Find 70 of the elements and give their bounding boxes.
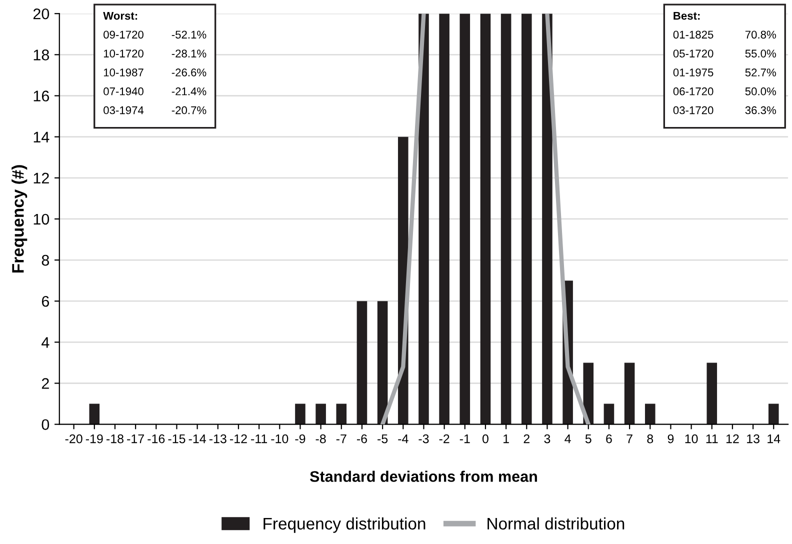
bar <box>336 404 347 424</box>
x-tick-label: -14 <box>188 434 206 444</box>
x-tick-label: 4 <box>564 434 571 444</box>
y-tick-label: 6 <box>42 296 50 307</box>
bar <box>706 362 718 424</box>
bar <box>460 14 470 424</box>
x-tick-label: -3 <box>418 434 429 444</box>
bar <box>295 404 306 424</box>
bar <box>89 404 100 424</box>
x-tick-label: -12 <box>230 434 247 444</box>
y-tick-label: 4 <box>42 337 50 348</box>
x-tick-label: 0 <box>482 434 488 444</box>
x-tick-label: 9 <box>668 434 674 444</box>
x-tick-label: -17 <box>127 434 144 444</box>
bar <box>500 14 512 424</box>
bar <box>644 404 656 424</box>
x-tick-label: 12 <box>726 434 739 444</box>
x-tick-label: -13 <box>209 434 226 444</box>
bar <box>418 14 429 424</box>
bar <box>521 14 532 424</box>
x-tick-label: -8 <box>316 434 326 444</box>
x-tick-label: -11 <box>251 434 268 444</box>
bar <box>624 362 635 424</box>
y-axis-title: Frequency (#) <box>12 165 28 272</box>
x-tick-label: -20 <box>65 434 82 444</box>
x-tick-label: 8 <box>647 434 654 444</box>
x-tick-label: -4 <box>398 434 408 444</box>
y-tick-label: 2 <box>42 378 49 389</box>
x-axis-title: Standard deviations from mean <box>310 470 537 482</box>
bar <box>439 14 450 424</box>
x-tick-label: -2 <box>439 434 450 444</box>
x-tick-label: 5 <box>585 434 592 444</box>
bar <box>316 404 326 424</box>
x-tick-label: 1 <box>504 434 509 444</box>
x-tick-label: 3 <box>544 434 550 444</box>
x-tick-label: -18 <box>106 434 124 444</box>
x-tick-label: -1 <box>460 434 470 444</box>
x-tick-label: -7 <box>336 434 346 444</box>
x-tick-label: 11 <box>706 434 718 444</box>
x-tick-label: 13 <box>747 434 760 444</box>
x-tick-label: 6 <box>606 434 612 444</box>
y-tick-label: 8 <box>42 254 50 266</box>
legend-label: Frequency distribution <box>264 517 426 533</box>
bar <box>356 301 368 424</box>
x-tick-label: -6 <box>356 434 367 444</box>
x-tick-label: -5 <box>378 434 388 444</box>
y-tick-label: 20 <box>33 8 50 20</box>
x-tick-label: -9 <box>295 434 306 444</box>
x-tick-label: 10 <box>685 434 698 444</box>
text: Worst: 09-1720 -52.1% 10-1720 -28.1% 10-1987 -26.6% 07-1940 -21.4% 03-1974 -20.7% <box>103 12 206 114</box>
bar <box>604 404 614 424</box>
y-tick-label: 12 <box>34 172 49 184</box>
bar <box>768 404 779 424</box>
x-tick-label: -16 <box>148 434 165 444</box>
y-tick-label: 18 <box>34 50 50 60</box>
bar <box>377 301 388 424</box>
y-tick-label: 0 <box>42 419 50 430</box>
y-tick-label: 10 <box>34 214 50 225</box>
x-tick-label: 7 <box>626 434 632 444</box>
x-tick-label: 14 <box>768 434 780 444</box>
x-tick-label: -15 <box>168 434 186 444</box>
text: Best: 01-1825 70.8% 05-1720 55.0% 01-1975 52.7% 06-1720 50.0% 03-1720 36.3% <box>673 12 776 114</box>
y-tick-label: 14 <box>34 132 50 142</box>
y-tick-label: 16 <box>34 90 50 102</box>
x-tick-label: -10 <box>271 434 288 444</box>
legend-label: Normal distribution <box>488 517 624 530</box>
bar <box>542 14 552 424</box>
bar <box>480 14 491 424</box>
x-tick-label: -19 <box>86 434 103 444</box>
x-tick-label: 2 <box>524 434 530 444</box>
